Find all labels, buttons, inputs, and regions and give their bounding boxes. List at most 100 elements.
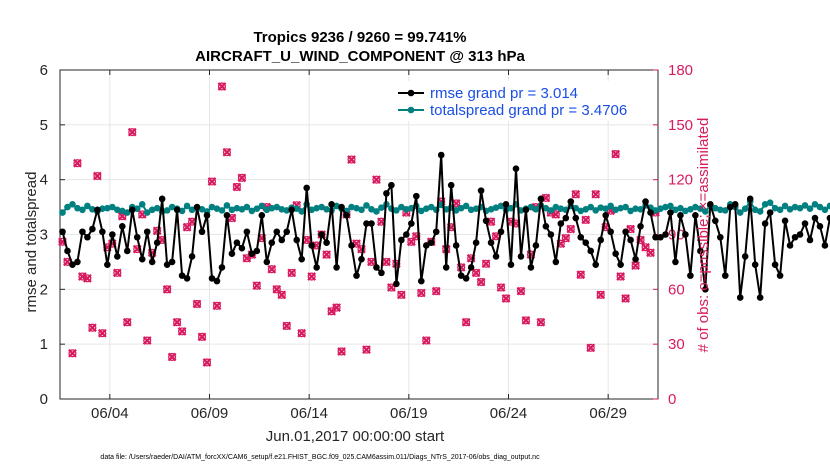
totalspread-point [373,208,380,215]
obs-possible-circle [282,321,291,330]
obs-possible-circle [472,268,481,277]
rmse-point [128,206,136,214]
obs-marker [192,299,202,309]
rmse-point [208,275,216,282]
obs-possible-circle [93,171,102,181]
obs-assimilated-cross [222,147,232,157]
obs-assimilated-cross [491,231,501,241]
obs-marker [621,294,630,303]
totalspread-point [672,206,679,214]
totalspread-point [178,207,186,215]
obs-marker [332,303,341,312]
obs-marker [431,286,441,296]
obs-assimilated-cross [202,358,212,367]
obs-marker [516,286,526,296]
obs-possible-circle [197,332,207,341]
rmse-point [288,206,296,214]
totalspread-point [527,203,535,211]
obs-marker [127,127,137,137]
obs-possible-circle [417,288,426,298]
rmse-point [487,239,495,247]
rmse-point [358,255,365,263]
obs-possible-circle [372,175,381,184]
totalspread-point [692,203,699,211]
obs-assimilated-cross [232,182,242,192]
obs-marker [646,248,655,258]
totalspread-point [472,205,480,213]
obs-possible-circle [551,210,560,219]
totalspread-point [248,207,256,215]
rmse-point [796,231,804,238]
obs-assimilated-cross [167,352,177,362]
rmse-point [542,222,550,230]
obs-possible-circle [362,345,371,354]
obs-possible-circle [462,318,471,327]
totalspread-point [761,201,769,208]
obs-assimilated-cross [421,336,431,345]
totalspread-point [662,203,669,211]
obs-marker [282,321,292,331]
obs-marker [307,272,317,281]
rmse-point [228,250,236,257]
obs-assimilated-cross [282,321,292,331]
obs-marker [461,317,471,327]
obs-marker [476,277,486,287]
obs-marker [177,326,187,336]
rmse-point [173,206,181,214]
rmse-point [79,228,86,236]
obs-assimilated-cross [581,215,591,225]
obs-marker [232,182,242,192]
obs-marker [481,259,491,269]
rmse-point [218,264,226,271]
obs-possible-circle [516,287,526,296]
rmse-point [223,212,231,219]
rmse-point [408,220,415,227]
obs-possible-circle [347,155,356,164]
totalspread-point [702,208,709,215]
obs-possible-circle [83,274,92,283]
rmse-point [712,217,719,225]
totalspread-point [133,205,141,213]
obs-marker [421,336,431,345]
totalspread-point [577,207,585,215]
rmse-point [143,228,151,236]
rmse-point [721,272,729,279]
rmse-point [622,228,629,236]
rmse-point [303,184,310,192]
totalspread-point [363,202,370,209]
legend-rmse-marker [407,89,415,97]
obs-assimilated-cross [461,317,471,327]
obs-possible-circle [611,150,620,159]
rmse-point [672,258,679,266]
rmse-point [587,247,595,255]
totalspread-point [532,205,540,213]
obs-assimilated-cross [277,290,287,300]
obs-marker [267,264,277,274]
y-left-tick-label: 4 [40,172,48,189]
rmse-point [592,261,600,268]
rmse-point [258,212,266,219]
obs-possible-circle [168,352,177,362]
totalspread-point [208,203,216,211]
rmse-point [771,261,779,268]
totalspread-point [308,206,315,214]
obs-assimilated-cross [347,155,356,164]
totalspread-point [293,205,301,213]
totalspread-point [781,202,789,210]
rmse-point [442,264,450,271]
obs-possible-circle [561,234,570,243]
rmse-point [308,242,315,249]
rmse-point [821,242,829,249]
obs-assimilated-cross [162,284,172,294]
legend-spread-marker [407,106,415,114]
obs-marker [202,358,212,367]
rmse-point [333,264,340,271]
legend: rmse grand pr = 3.014 totalspread grand … [395,81,653,121]
totalspread-point [826,202,830,210]
obs-marker [396,290,406,300]
obs-possible-circle [237,173,246,182]
y-right-axis-label: # of obs: o=possible; ×=assimilated [695,118,712,353]
obs-possible-circle [123,318,132,327]
totalspread-point [403,205,410,213]
